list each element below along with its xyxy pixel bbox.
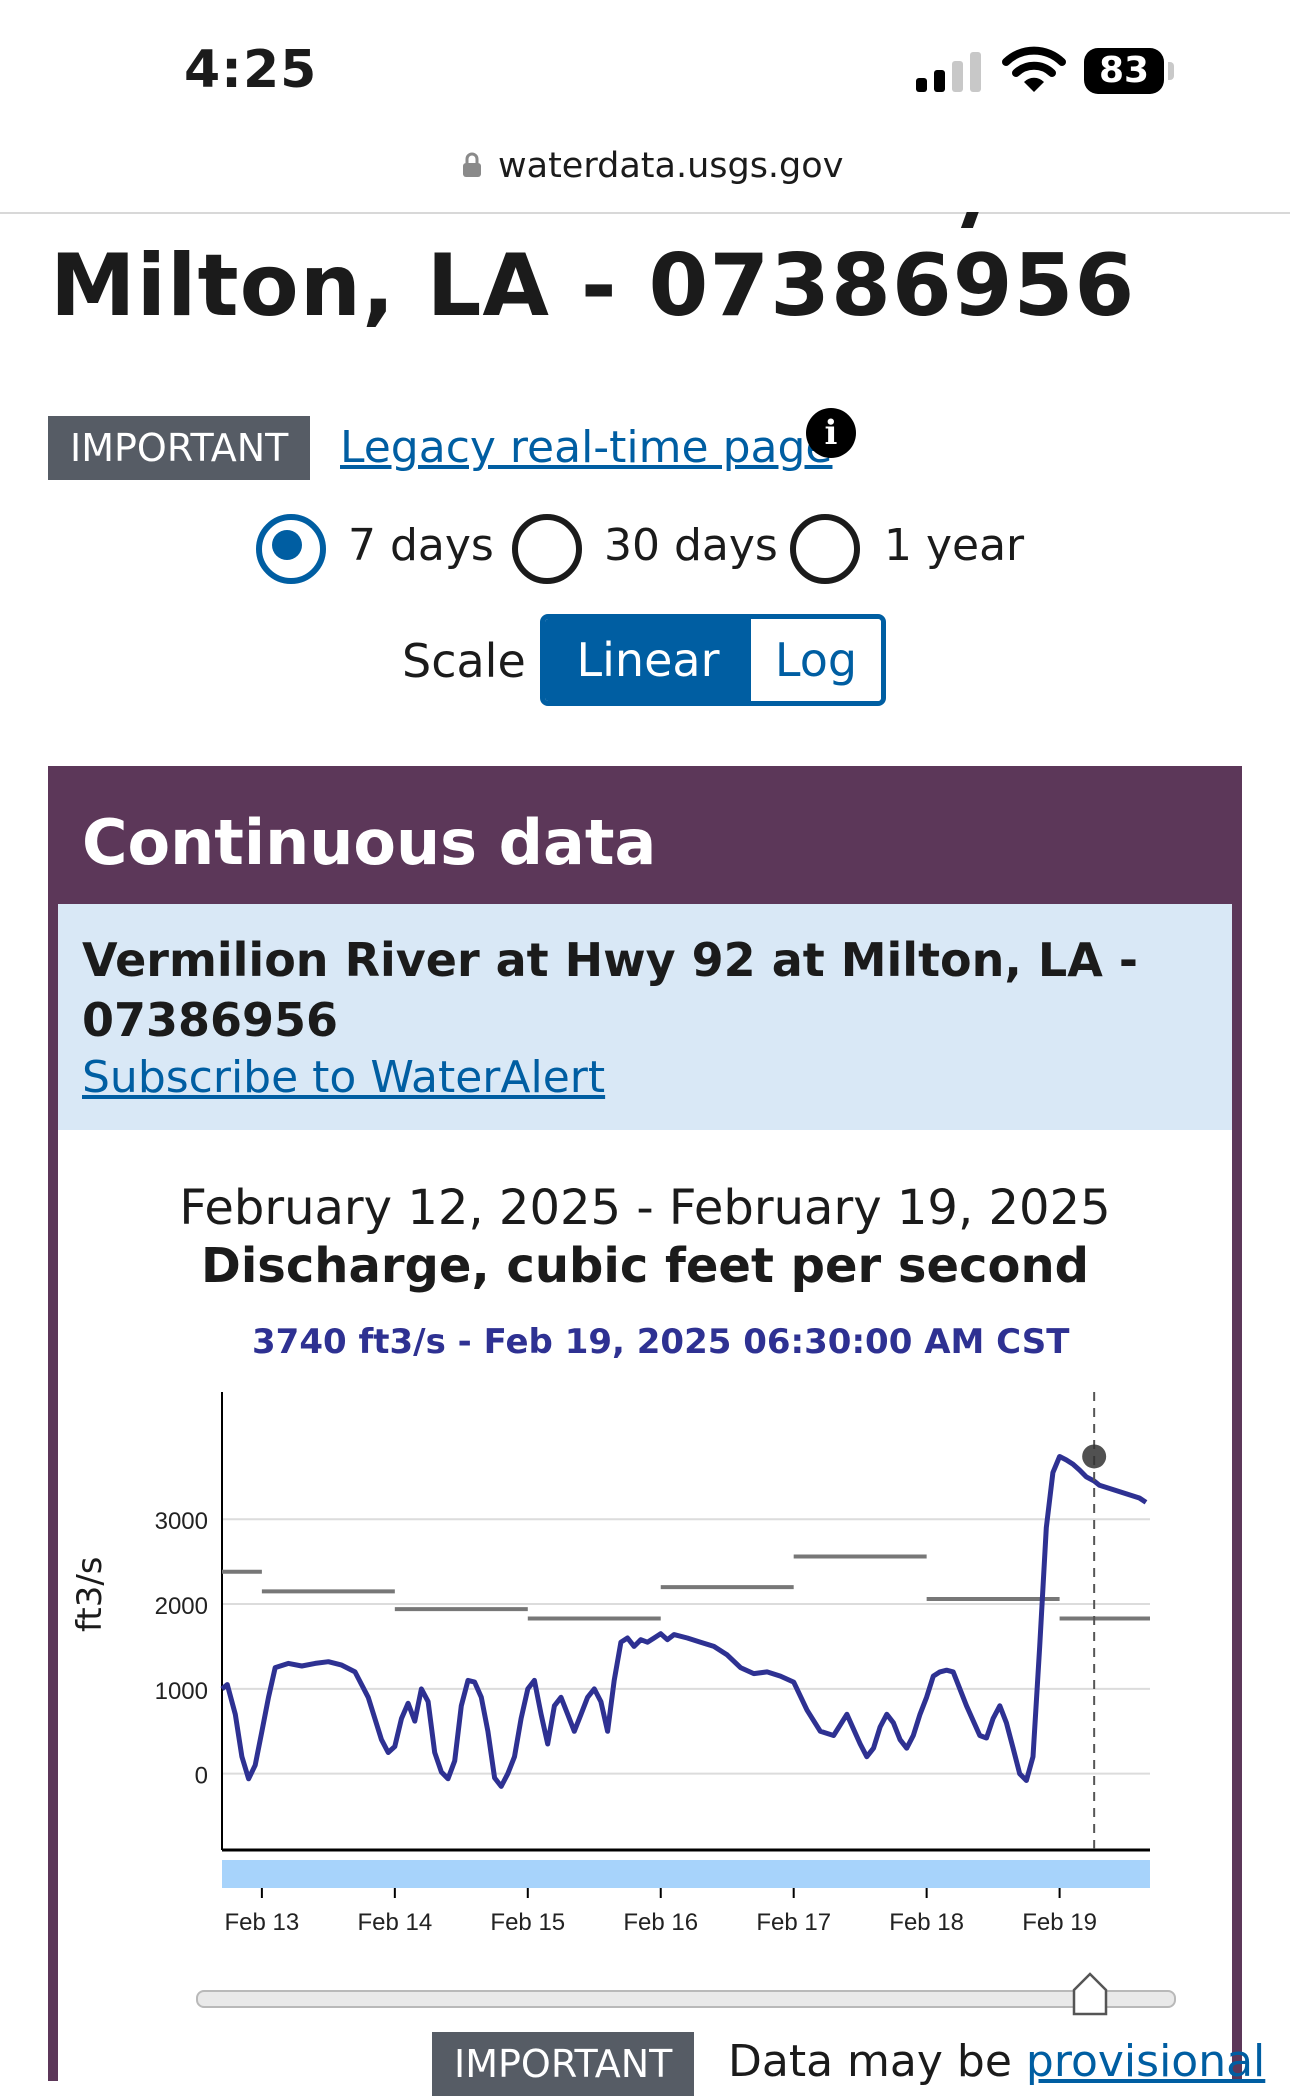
x-tick-label: Feb 13: [225, 1909, 300, 1936]
radio-30-days[interactable]: [512, 514, 582, 584]
scale-log-button[interactable]: Log: [751, 619, 881, 701]
wifi-icon: [1002, 46, 1066, 92]
radio-1-year-label[interactable]: 1 year: [884, 520, 1025, 571]
url-text[interactable]: waterdata.usgs.gov: [498, 146, 844, 186]
legacy-page-link[interactable]: Legacy real-time page: [340, 422, 833, 473]
radio-7-days-label[interactable]: 7 days: [348, 520, 494, 571]
scale-toggle: Linear Log: [540, 614, 886, 706]
radio-unselected-icon: [790, 514, 860, 584]
heading-overflow-fragment: [960, 212, 994, 230]
provisional-link[interactable]: provisional: [1025, 2036, 1266, 2087]
provisional-notice: Data may be provisional: [728, 2036, 1265, 2087]
brush-band: [222, 1860, 1150, 1888]
scale-linear-button[interactable]: Linear: [545, 619, 751, 701]
provisional-prefix: Data may be: [728, 2036, 1012, 2087]
brush-slider-handle[interactable]: [1072, 1972, 1108, 2016]
chart-title: Discharge, cubic feet per second: [200, 1238, 1090, 1294]
x-tick-label: Feb 17: [756, 1909, 831, 1936]
x-tick-label: Feb 18: [889, 1909, 964, 1936]
card-title: Continuous data: [82, 806, 657, 879]
page-title: Milton, LA - 07386956: [50, 236, 1136, 336]
radio-selected-icon: [256, 514, 326, 584]
subscribe-wateralert-link[interactable]: Subscribe to WaterAlert: [82, 1052, 606, 1103]
site-info-box: [58, 904, 1232, 1130]
important-badge-provisional: IMPORTANT: [432, 2032, 695, 2096]
highlighted-point: [1082, 1444, 1107, 1469]
status-time: 4:25: [184, 40, 318, 100]
brush-slider-track[interactable]: [196, 1990, 1176, 2008]
x-tick-label: Feb 16: [623, 1909, 698, 1936]
y-tick-label: 3000: [155, 1508, 208, 1535]
chart-tooltip: 3740 ft3/s - Feb 19, 2025 06:30:00 AM CS…: [252, 1322, 1070, 1362]
battery-icon: 83: [1084, 48, 1174, 94]
x-tick-label: Feb 19: [1022, 1909, 1097, 1936]
radio-1-year[interactable]: [790, 514, 860, 584]
radio-7-days[interactable]: [256, 514, 326, 584]
x-tick-label: Feb 15: [490, 1909, 565, 1936]
y-tick-label: 1000: [155, 1678, 208, 1705]
radio-unselected-icon: [512, 514, 582, 584]
y-tick-label: 0: [195, 1763, 208, 1790]
scale-label: Scale: [402, 634, 526, 688]
site-name: Vermilion River at Hwy 92 at Milton, LA …: [82, 933, 1138, 1047]
address-bar[interactable]: [0, 140, 1290, 214]
battery-level: 83: [1084, 48, 1164, 94]
info-icon[interactable]: i: [806, 408, 856, 458]
discharge-chart[interactable]: 0 1000 2000 3000 Feb 13 Feb 14 Feb 15 Feb 16 Feb…: [0, 1370, 1290, 1950]
lock-icon: [463, 152, 481, 177]
important-badge: IMPORTANT: [48, 416, 311, 480]
y-tick-label: 2000: [155, 1593, 208, 1620]
x-tick-label: Feb 14: [357, 1909, 432, 1936]
y-axis-label: ft3/s: [70, 1556, 110, 1632]
radio-30-days-label[interactable]: 30 days: [604, 520, 778, 571]
cellular-signal-icon: [916, 52, 981, 92]
discharge-series-line: [220, 1454, 1148, 1789]
chart-date-range: February 12, 2025 - February 19, 2025: [179, 1180, 1111, 1236]
